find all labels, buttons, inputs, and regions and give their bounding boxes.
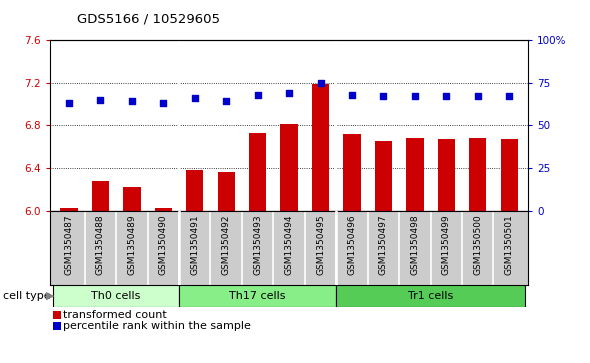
Bar: [280, 124, 298, 211]
Text: GSM1350492: GSM1350492: [222, 214, 231, 275]
Point: [410, 93, 419, 99]
Bar: [92, 181, 109, 211]
Point: [316, 79, 325, 85]
Bar: [500, 139, 518, 211]
Text: GSM1350498: GSM1350498: [411, 214, 419, 275]
Text: GSM1350496: GSM1350496: [348, 214, 356, 275]
Text: cell type: cell type: [3, 291, 51, 301]
Point: [190, 95, 199, 101]
Bar: [60, 208, 78, 211]
Text: GSM1350494: GSM1350494: [284, 214, 294, 275]
Bar: [249, 133, 266, 211]
Bar: [155, 208, 172, 211]
Point: [253, 91, 263, 97]
Point: [284, 90, 294, 96]
Point: [504, 93, 514, 99]
Point: [64, 100, 74, 106]
Point: [441, 93, 451, 99]
Text: GDS5166 / 10529605: GDS5166 / 10529605: [77, 13, 219, 26]
Text: percentile rank within the sample: percentile rank within the sample: [63, 321, 251, 331]
Bar: [343, 134, 360, 211]
Bar: [469, 138, 486, 211]
Text: Th0 cells: Th0 cells: [91, 291, 141, 301]
Point: [473, 93, 483, 99]
Text: GSM1350499: GSM1350499: [442, 214, 451, 275]
Text: Th17 cells: Th17 cells: [230, 291, 286, 301]
Text: GSM1350497: GSM1350497: [379, 214, 388, 275]
Text: GSM1350489: GSM1350489: [127, 214, 136, 275]
Point: [348, 91, 357, 97]
Bar: [123, 187, 140, 211]
Text: GSM1350490: GSM1350490: [159, 214, 168, 275]
Bar: [438, 139, 455, 211]
Bar: [407, 138, 424, 211]
Bar: [312, 83, 329, 211]
Bar: [53, 285, 179, 307]
Text: GSM1350500: GSM1350500: [473, 214, 482, 275]
Point: [379, 93, 388, 99]
Text: transformed count: transformed count: [63, 310, 167, 321]
Text: GSM1350491: GSM1350491: [191, 214, 199, 275]
Bar: [186, 170, 204, 211]
Bar: [218, 172, 235, 211]
Text: GSM1350487: GSM1350487: [64, 214, 74, 275]
Point: [96, 97, 105, 103]
Bar: [375, 141, 392, 211]
Point: [127, 98, 137, 104]
Text: Tr1 cells: Tr1 cells: [408, 291, 453, 301]
Text: ▶: ▶: [46, 291, 54, 301]
Text: GSM1350495: GSM1350495: [316, 214, 325, 275]
Bar: [179, 285, 336, 307]
Bar: [336, 285, 525, 307]
Text: GSM1350501: GSM1350501: [504, 214, 514, 275]
Text: GSM1350488: GSM1350488: [96, 214, 105, 275]
Text: GSM1350493: GSM1350493: [253, 214, 262, 275]
Point: [159, 100, 168, 106]
Point: [221, 98, 231, 104]
